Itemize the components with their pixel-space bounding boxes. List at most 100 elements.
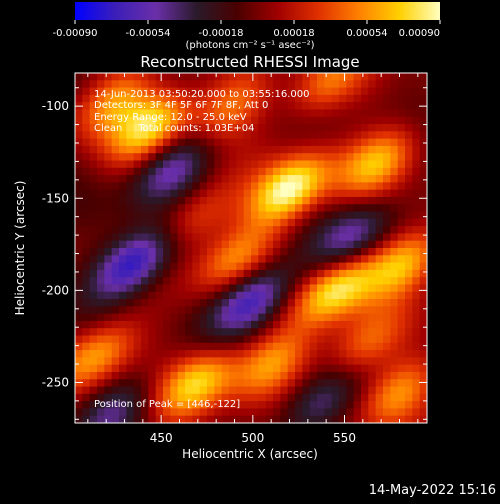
heatmap-cell [192,218,201,227]
heatmap-cell [243,284,252,293]
heatmap-cell [243,291,252,300]
heatmap-cell [141,211,149,220]
heatmap-cell [155,175,164,183]
heatmap-cell [75,350,83,358]
heatmap-cell [229,255,237,264]
heatmap-cell [148,131,157,140]
heatmap-cell [273,415,281,423]
heatmap-cell [104,218,113,227]
heatmap-cell [155,269,164,278]
heatmap-cell [375,211,384,220]
heatmap-cell [221,335,230,344]
heatmap-cell [148,299,157,307]
heatmap-cell [119,350,127,358]
heatmap-cell [104,94,113,103]
heatmap-cell [397,277,406,286]
heatmap-cell [324,189,333,198]
heatmap-cell [375,160,384,169]
heatmap-cell [97,320,105,329]
heatmap-cell [177,167,186,176]
heatmap-cell [419,379,427,388]
heatmap-cell [243,124,252,132]
heatmap-cell [346,299,355,307]
heatmap-cell [185,124,193,132]
heatmap-cell [295,73,303,81]
heatmap-cell [353,109,362,118]
heatmap-cell [177,277,186,286]
heatmap-cell [368,116,377,125]
heatmap-cell [412,342,421,351]
heatmap-cell [339,393,347,402]
heatmap-cell [229,393,237,402]
heatmap-cell [412,269,421,278]
heatmap-cell [82,313,91,322]
heatmap-cell [148,248,157,256]
heatmap-cell [265,335,274,344]
heatmap-cell [280,94,289,103]
heatmap-cell [126,131,135,140]
heatmap-cell [258,328,267,337]
heatmap-cell [309,145,318,154]
heatmap-cell [383,233,391,242]
heatmap-cell [229,94,237,103]
heatmap-cell [317,328,325,337]
heatmap-cell [361,145,369,154]
heatmap-cell [207,255,215,264]
heatmap-cell [199,109,208,118]
heatmap-cell [141,379,149,388]
heatmap-cell [273,335,281,344]
heatmap-cell [412,175,421,183]
heatmap-cell [346,153,355,162]
heatmap-cell [155,255,164,264]
heatmap-cell [97,102,105,111]
heatmap-cell [155,94,164,103]
heatmap-cell [163,182,171,191]
heatmap-cell [280,313,289,322]
heatmap-cell [229,218,237,227]
heatmap-cell [82,248,91,256]
heatmap-cell [273,196,281,205]
heatmap-cell [111,335,120,344]
heatmap-cell [265,313,274,322]
heatmap-cell [309,102,318,111]
heatmap-cell [324,335,333,344]
heatmap-cell [148,182,157,191]
heatmap-cell [324,255,333,264]
heatmap-cell [273,299,281,307]
heatmap-cell [419,284,427,293]
heatmap-cell [375,357,384,366]
heatmap-cell [89,73,98,81]
heatmap-cell [317,80,325,89]
heatmap-cell [163,262,171,271]
heatmap-cell [353,371,362,380]
heatmap-cell [405,408,413,417]
heatmap-cell [89,357,98,366]
colorbar-ticks: -0.00090 -0.00054 -0.00018 0.00018 0.00054 0.… [53,20,441,39]
heatmap-cell [82,145,91,154]
heatmap-cell [177,306,186,315]
heatmap-cell [405,87,413,96]
heatmap-cell [199,211,208,220]
heatmap-cell [111,138,120,147]
heatmap-cell [199,94,208,103]
heatmap-cell [199,160,208,169]
heatmap-cell [243,94,252,103]
heatmap-cell [192,94,201,103]
heatmap-cell [331,386,340,395]
heatmap-cell [199,138,208,147]
heatmap-cell [229,87,237,96]
heatmap-cell [82,328,91,337]
heatmap-cell [133,240,142,249]
heatmap-cell [368,306,377,315]
heatmap-cell [141,131,149,140]
heatmap-cell [243,80,252,89]
heatmap-cell [405,145,413,154]
heatmap-cell [155,131,164,140]
heatmap-cell [141,145,149,154]
heatmap-cell [324,116,333,125]
heatmap-cell [309,328,318,337]
heatmap-cell [236,277,245,286]
heatmap-cell [265,255,274,264]
heatmap-cell [221,124,230,132]
heatmap-cell [214,306,223,315]
